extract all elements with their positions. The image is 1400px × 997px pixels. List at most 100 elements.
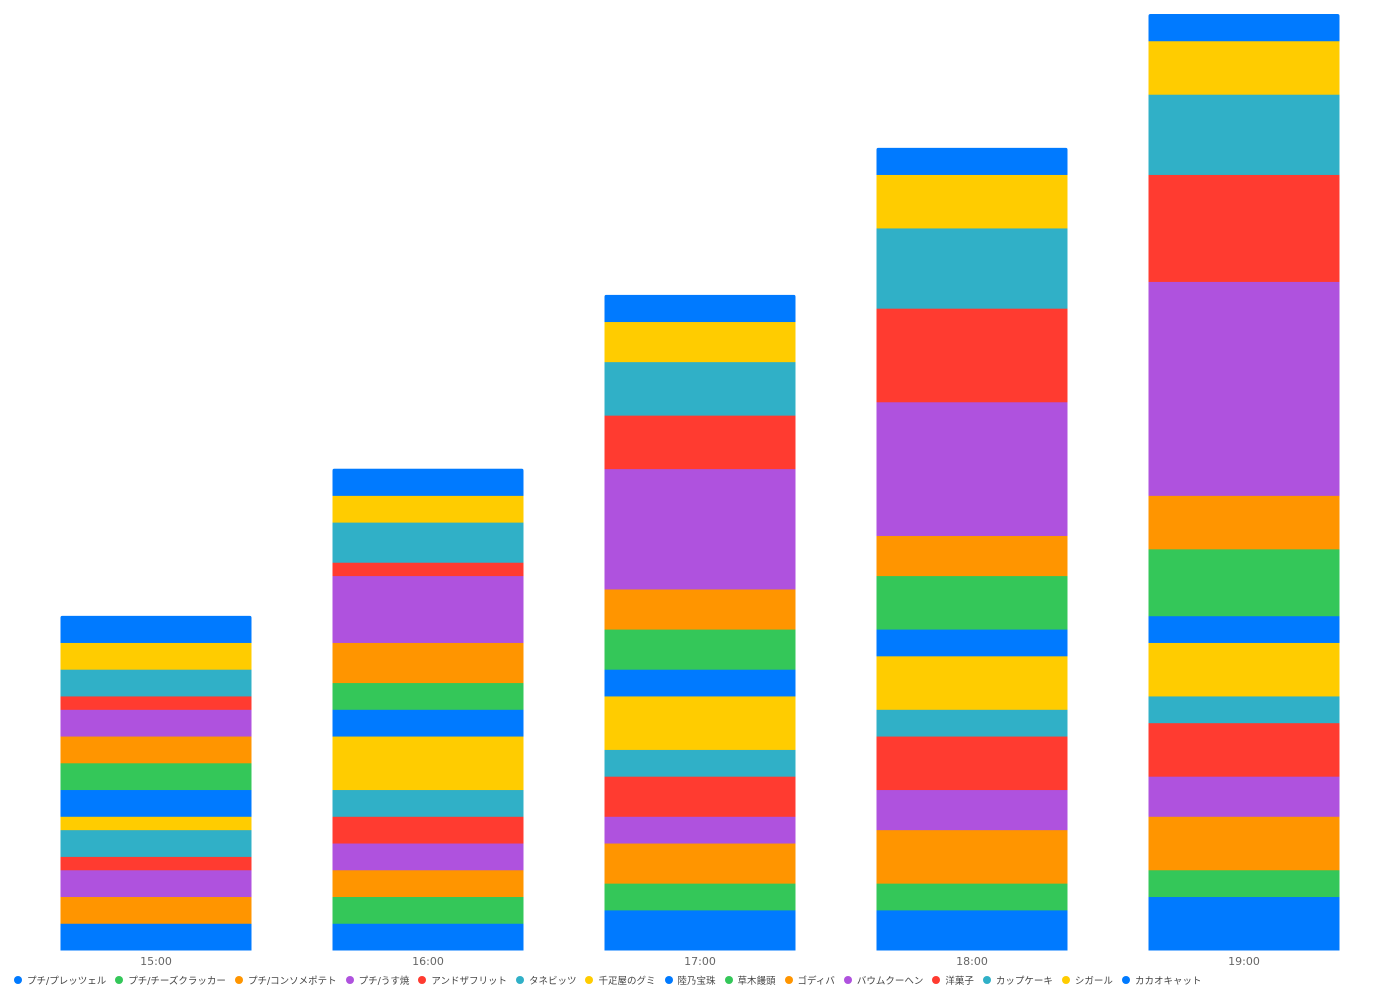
legend-item[interactable]: アンドザフリット [418, 973, 507, 987]
bar-segment[interactable] [332, 736, 524, 791]
bar-segment[interactable] [604, 909, 796, 951]
bar-segment[interactable] [60, 642, 252, 670]
legend-label: プチ/うす焼 [358, 976, 410, 987]
bar-segment[interactable] [332, 522, 524, 563]
bar-segment[interactable] [604, 749, 796, 777]
bar-segment[interactable] [876, 655, 1068, 710]
bar-segment[interactable] [60, 695, 252, 710]
bar-segment[interactable] [332, 682, 524, 710]
legend-item[interactable]: シガール [1061, 973, 1113, 987]
bar-segment[interactable] [1148, 816, 1340, 871]
bar-segment[interactable] [876, 629, 1068, 657]
bar-segment[interactable] [876, 789, 1068, 831]
bar-segment[interactable] [876, 909, 1068, 951]
bar-segment[interactable] [60, 669, 252, 697]
bar-segment[interactable] [60, 856, 252, 871]
legend-item[interactable]: カカオキャット [1121, 973, 1201, 987]
bar-segment[interactable] [60, 736, 252, 764]
bar-segment[interactable] [604, 669, 796, 697]
bar-segment[interactable] [876, 227, 1068, 309]
bar-segment[interactable] [60, 896, 252, 924]
bar-segment[interactable] [876, 883, 1068, 911]
bar-segment[interactable] [60, 923, 252, 951]
bar-segment[interactable] [332, 789, 524, 817]
bar-segment[interactable] [60, 762, 252, 791]
bar-segment[interactable] [332, 896, 524, 924]
bar-segment[interactable] [876, 829, 1068, 884]
bar-segment[interactable] [604, 588, 796, 630]
legend-item[interactable]: バウムクーヘン [843, 973, 924, 987]
legend-item[interactable]: タネビッツ [515, 973, 576, 987]
legend-dot-icon [14, 976, 22, 984]
bar-segment[interactable] [604, 629, 796, 670]
bar-segment[interactable] [604, 361, 796, 416]
bar-segment[interactable] [1148, 281, 1340, 496]
legend-item[interactable]: プチ/プレッツェル [14, 973, 106, 987]
legend-dot-icon [843, 976, 852, 984]
bar-segment[interactable] [1148, 94, 1340, 175]
bar-segment[interactable] [604, 883, 796, 911]
bar-segment[interactable] [332, 816, 524, 844]
bar-segment[interactable] [60, 615, 252, 643]
bar-segment[interactable] [876, 174, 1068, 229]
bar-segment[interactable] [876, 147, 1068, 175]
legend-item[interactable]: プチ/うす焼 [345, 973, 410, 987]
bar-segment[interactable] [604, 294, 796, 323]
bar-segment[interactable] [332, 843, 524, 871]
legend-dot-icon [345, 976, 354, 984]
bar-segment[interactable] [1148, 495, 1340, 550]
bar-segment[interactable] [604, 321, 796, 363]
bar-segment[interactable] [1148, 14, 1340, 42]
bar-segment[interactable] [1148, 174, 1340, 282]
bar-segment[interactable] [604, 816, 796, 844]
bar-segment[interactable] [60, 829, 252, 857]
legend-label: ゴディバ [797, 976, 835, 987]
legend-item[interactable]: 洋菓子 [932, 973, 974, 987]
bar-segment[interactable] [60, 789, 252, 817]
bar-segment[interactable] [1148, 776, 1340, 817]
bar-segment[interactable] [332, 468, 524, 496]
bar-segment[interactable] [1148, 869, 1340, 898]
bar-segment[interactable] [604, 776, 796, 817]
legend-item[interactable]: 草木饅頭 [724, 973, 776, 987]
bar-segment[interactable] [332, 562, 524, 577]
bar-segment[interactable] [604, 695, 796, 750]
legend-label: シガール [1074, 976, 1113, 987]
bar-stack-1600 [332, 468, 524, 951]
bar-segment[interactable] [332, 495, 524, 523]
bar-segment[interactable] [604, 843, 796, 884]
bar-segment[interactable] [60, 869, 252, 898]
bar-segment[interactable] [1148, 548, 1340, 617]
bar-segment[interactable] [876, 709, 1068, 737]
bar-segment[interactable] [1148, 722, 1340, 777]
bar-segment[interactable] [1148, 642, 1340, 697]
bar-segment[interactable] [876, 308, 1068, 403]
bar-segment[interactable] [332, 923, 524, 951]
bar-segment[interactable] [1148, 615, 1340, 643]
bar-segment[interactable] [604, 415, 796, 470]
bar-segment[interactable] [60, 709, 252, 737]
legend-item[interactable]: カップケーキ [982, 973, 1053, 987]
legend-item[interactable]: プチ/コンソメポテト [234, 973, 337, 987]
bar-segment[interactable] [604, 468, 796, 590]
bar-segment[interactable] [876, 535, 1068, 577]
legend-item[interactable]: ゴディバ [784, 973, 835, 987]
bar-segment[interactable] [332, 575, 524, 643]
bar-segment[interactable] [1148, 896, 1340, 951]
legend-item[interactable]: 陸乃宝珠 [664, 973, 716, 987]
legend-item[interactable]: 千疋屋のグミ [585, 973, 656, 987]
bar-segment[interactable] [332, 642, 524, 684]
bar-segment[interactable] [332, 709, 524, 737]
bar-segment[interactable] [1148, 40, 1340, 95]
bar-segment[interactable] [1148, 695, 1340, 724]
bar-segment[interactable] [876, 736, 1068, 791]
bar-stack-1700 [604, 294, 796, 951]
bar-segment[interactable] [876, 575, 1068, 630]
bar-segment[interactable] [876, 401, 1068, 536]
bar-segment[interactable] [332, 869, 524, 898]
bar-segment[interactable] [60, 816, 252, 831]
legend-item[interactable]: プチ/チーズクラッカー [115, 973, 226, 987]
legend-dot-icon [664, 976, 673, 984]
legend-label: 草木饅頭 [737, 976, 776, 987]
legend-label: バウムクーヘン [856, 976, 924, 987]
